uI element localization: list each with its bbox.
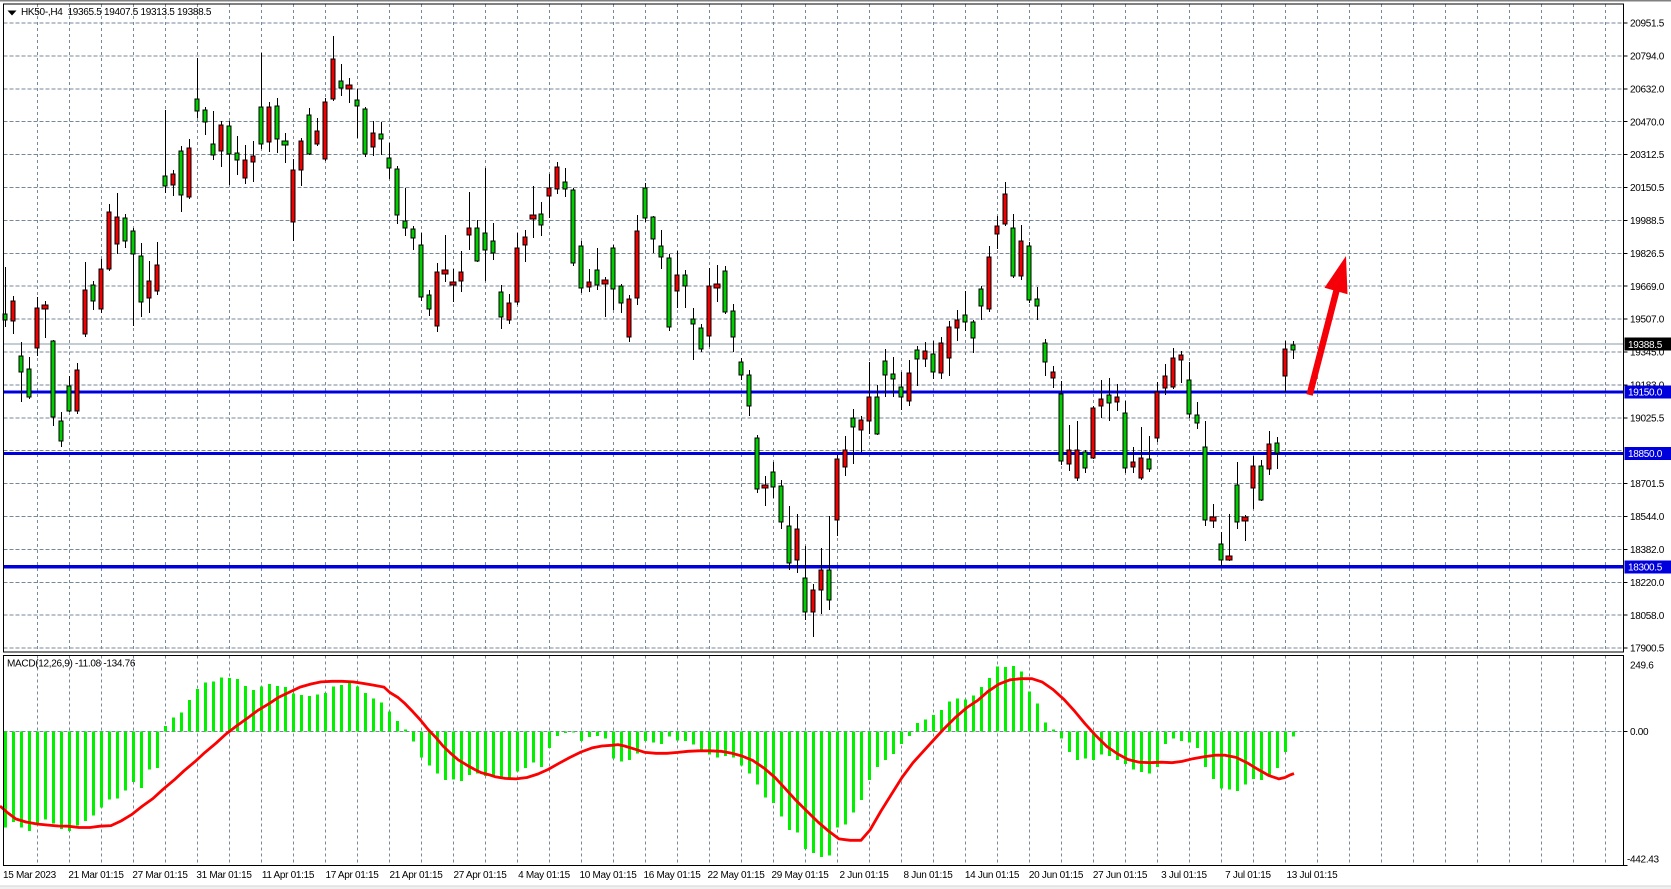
svg-text:18382.0: 18382.0	[1630, 545, 1665, 556]
svg-text:0.00: 0.00	[1630, 727, 1649, 738]
svg-text:19988.5: 19988.5	[1630, 216, 1665, 227]
svg-text:2 Jun 01:15: 2 Jun 01:15	[840, 870, 890, 881]
svg-text:29 May 01:15: 29 May 01:15	[772, 870, 830, 881]
svg-text:16 May 01:15: 16 May 01:15	[644, 870, 702, 881]
svg-text:19025.5: 19025.5	[1630, 413, 1665, 424]
svg-text:18220.0: 18220.0	[1630, 578, 1665, 589]
svg-text:11 Apr 01:15: 11 Apr 01:15	[262, 870, 315, 881]
svg-text:18850.0: 18850.0	[1628, 449, 1663, 460]
svg-text:20951.5: 20951.5	[1630, 19, 1665, 30]
svg-text:MACD(12,26,9) -11.08 -134.76: MACD(12,26,9) -11.08 -134.76	[7, 659, 136, 670]
svg-text:18058.0: 18058.0	[1630, 611, 1665, 622]
svg-text:27 Jun 01:15: 27 Jun 01:15	[1093, 870, 1148, 881]
svg-text:HK50-,H4 19365.5 19407.5 1931: HK50-,H4 19365.5 19407.5 19313.5 19388.5	[21, 7, 212, 18]
svg-text:18701.5: 18701.5	[1630, 479, 1665, 490]
svg-text:27 Apr 01:15: 27 Apr 01:15	[453, 870, 507, 881]
svg-text:19826.5: 19826.5	[1630, 249, 1665, 260]
svg-text:21 Apr 01:15: 21 Apr 01:15	[389, 870, 443, 881]
svg-text:4 May 01:15: 4 May 01:15	[518, 870, 570, 881]
svg-text:14 Jun 01:15: 14 Jun 01:15	[965, 870, 1020, 881]
svg-text:19388.5: 19388.5	[1628, 340, 1663, 351]
svg-text:31 Mar 01:15: 31 Mar 01:15	[196, 870, 252, 881]
svg-text:22 May 01:15: 22 May 01:15	[708, 870, 766, 881]
svg-text:20150.5: 20150.5	[1630, 183, 1665, 194]
svg-text:13 Jul 01:15: 13 Jul 01:15	[1287, 870, 1339, 881]
svg-text:19669.0: 19669.0	[1630, 282, 1665, 293]
svg-text:3 Jul 01:15: 3 Jul 01:15	[1161, 870, 1207, 881]
svg-text:7 Jul 01:15: 7 Jul 01:15	[1225, 870, 1271, 881]
svg-text:19507.0: 19507.0	[1630, 315, 1665, 326]
svg-text:10 May 01:15: 10 May 01:15	[580, 870, 638, 881]
svg-text:19345.0: 19345.0	[1630, 348, 1665, 359]
svg-text:21 Mar 01:15: 21 Mar 01:15	[68, 870, 124, 881]
svg-text:-442.43: -442.43	[1627, 855, 1660, 866]
svg-text:27 Mar 01:15: 27 Mar 01:15	[132, 870, 188, 881]
svg-text:18300.5: 18300.5	[1628, 562, 1663, 573]
svg-text:15 Mar 2023: 15 Mar 2023	[3, 870, 57, 881]
svg-text:20470.0: 20470.0	[1630, 117, 1665, 128]
svg-text:8 Jun 01:15: 8 Jun 01:15	[904, 870, 954, 881]
svg-text:20 Jun 01:15: 20 Jun 01:15	[1029, 870, 1084, 881]
svg-text:18544.0: 18544.0	[1630, 512, 1665, 523]
svg-text:19150.0: 19150.0	[1628, 388, 1663, 399]
svg-text:249.6: 249.6	[1630, 661, 1654, 672]
svg-text:20632.0: 20632.0	[1630, 84, 1665, 95]
svg-text:20794.0: 20794.0	[1630, 52, 1665, 63]
svg-text:17 Apr 01:15: 17 Apr 01:15	[325, 870, 379, 881]
svg-text:17900.5: 17900.5	[1630, 644, 1665, 655]
svg-text:20312.5: 20312.5	[1630, 150, 1665, 161]
